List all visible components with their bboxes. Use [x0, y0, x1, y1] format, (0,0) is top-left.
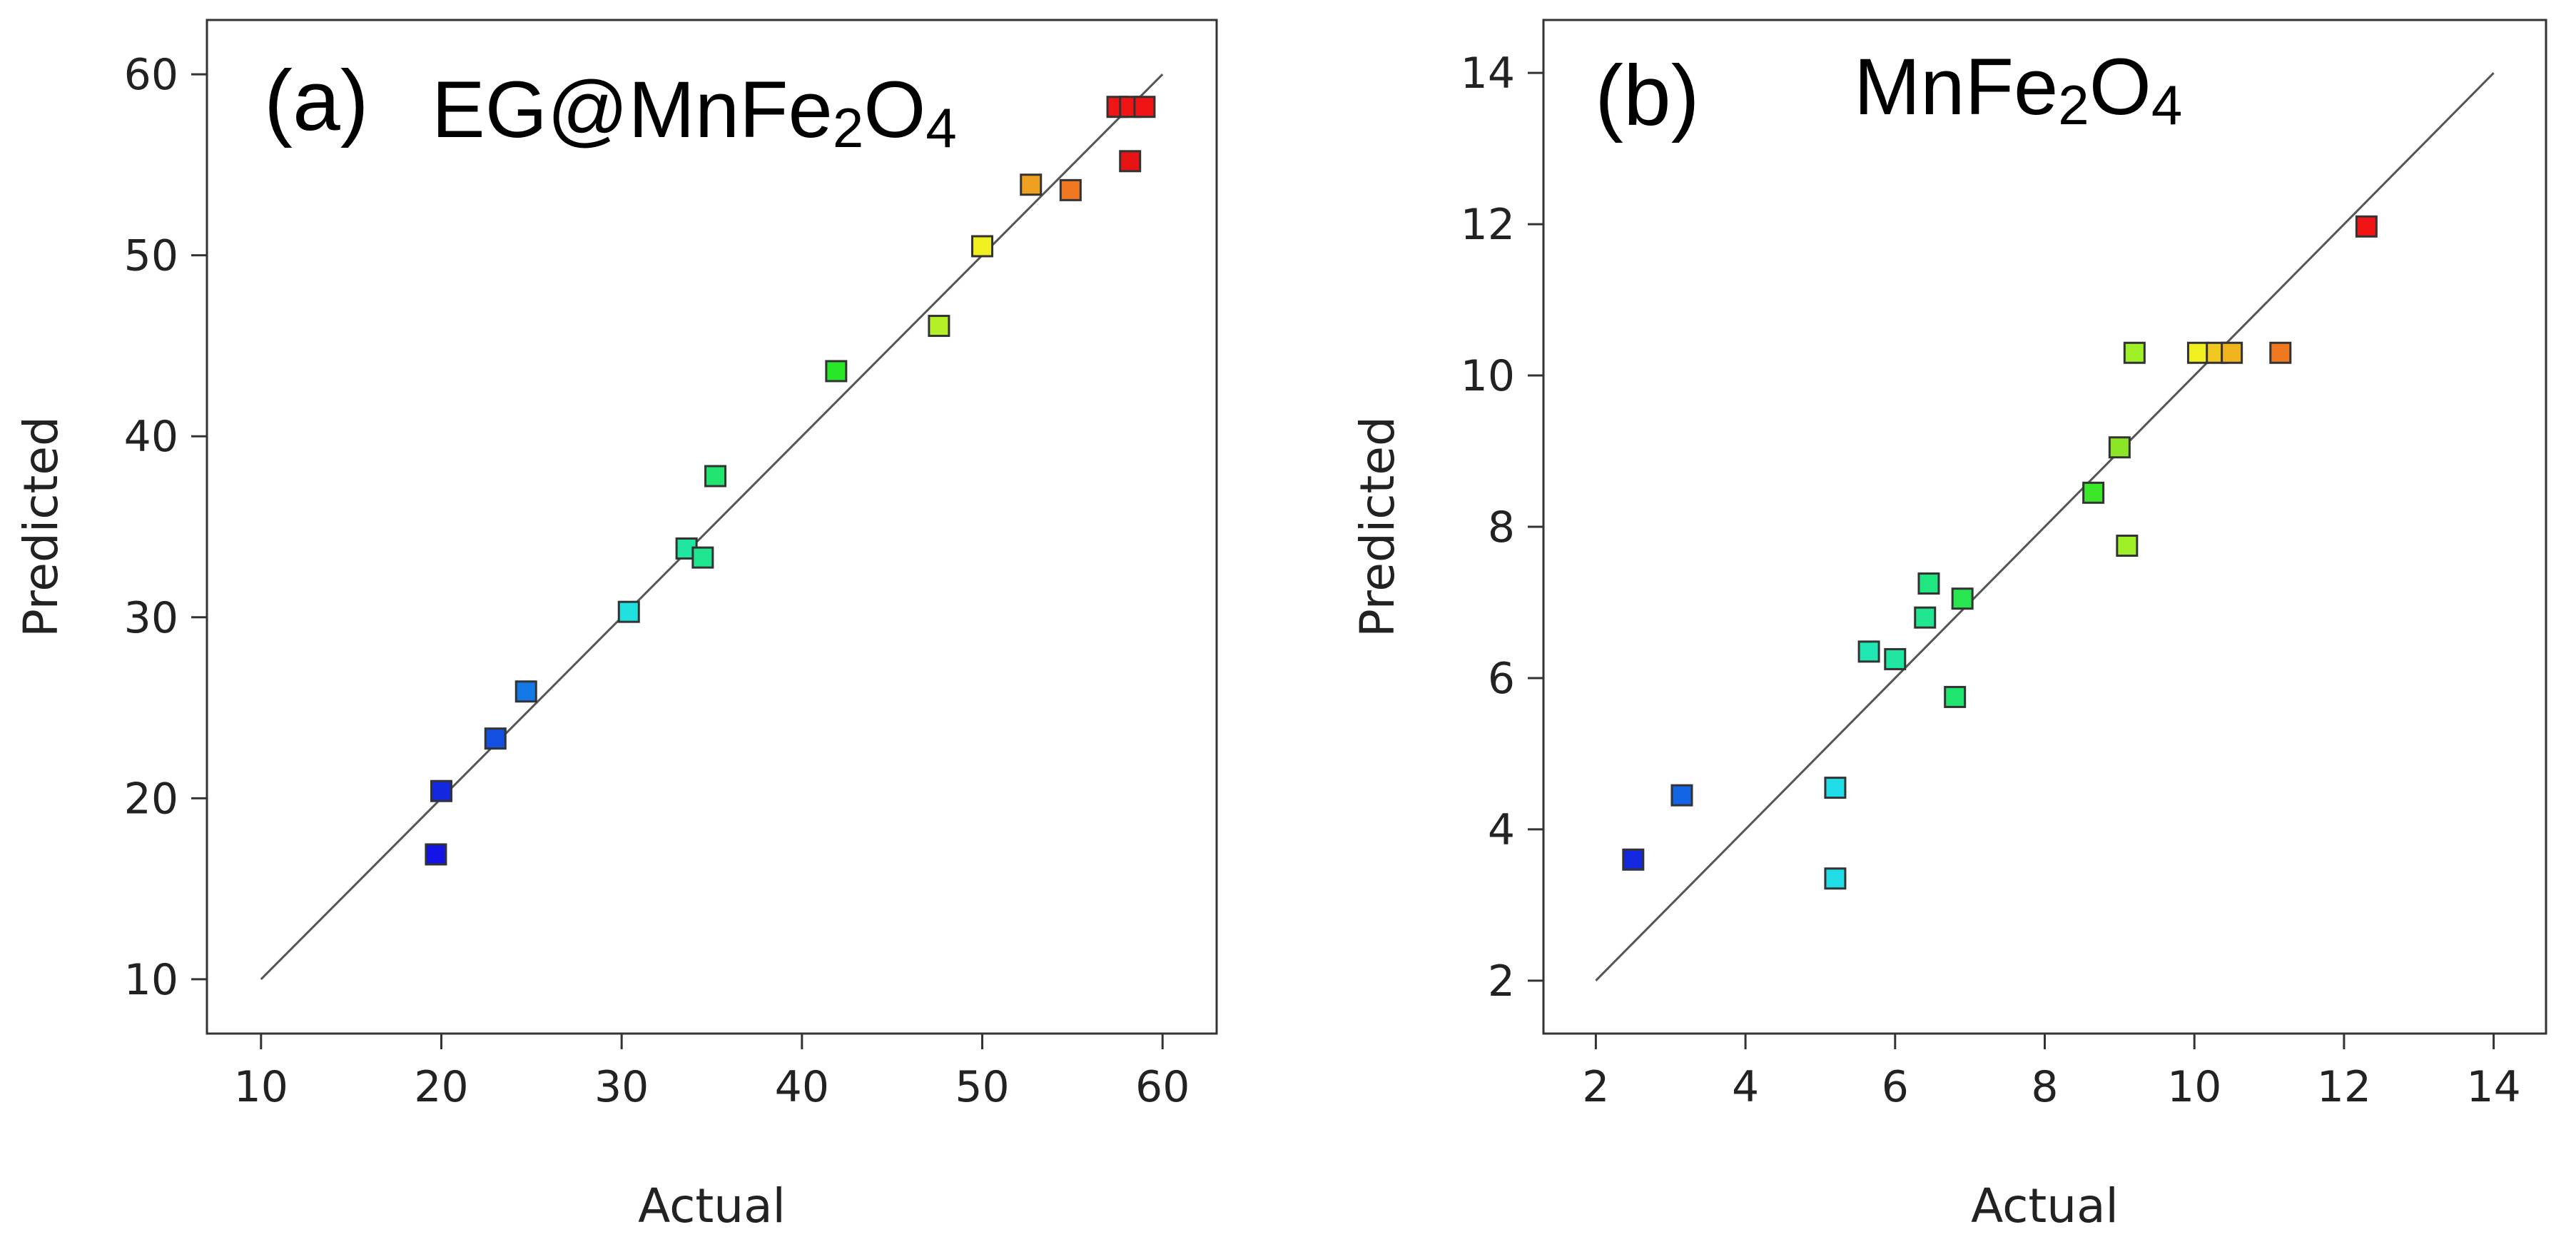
data-point	[2123, 341, 2146, 364]
y-tick-label: 10	[124, 955, 178, 1005]
y-tick-label: 12	[1461, 200, 1515, 250]
data-point	[1622, 848, 1645, 871]
y-axis-title: Predicted	[1350, 416, 1405, 637]
data-point	[1951, 587, 1974, 610]
data-point	[971, 235, 994, 258]
y-tick-label: 30	[124, 593, 178, 643]
data-point	[1944, 685, 1967, 708]
data-point	[2108, 436, 2131, 459]
reference-line	[1595, 72, 2495, 981]
x-tick-label: 50	[955, 1062, 1009, 1112]
data-point	[1059, 178, 1082, 201]
data-point	[704, 465, 727, 488]
data-point	[2269, 341, 2292, 364]
y-tick-label: 10	[1461, 351, 1515, 401]
data-point	[1857, 640, 1880, 663]
y-tick-label: 40	[124, 412, 178, 462]
data-point	[430, 779, 452, 802]
panel-title: EG@MnFe2O4	[432, 65, 957, 159]
x-tick-label: 8	[2031, 1062, 2058, 1112]
x-tick-label: 14	[2466, 1062, 2520, 1112]
y-tick-label: 8	[1488, 503, 1515, 552]
data-point	[1119, 150, 1142, 173]
x-tick-label: 6	[1882, 1062, 1909, 1112]
data-point	[1824, 867, 1847, 890]
x-tick-label: 2	[1582, 1062, 1609, 1112]
y-tick-label: 4	[1488, 805, 1515, 855]
x-tick-label: 10	[234, 1062, 288, 1112]
data-point	[2221, 341, 2243, 364]
data-point	[1133, 96, 1156, 118]
panel-label: (a)	[264, 53, 369, 148]
y-tick-label: 20	[124, 774, 178, 824]
data-point	[617, 600, 640, 623]
y-axis-title: Predicted	[14, 416, 69, 637]
data-point	[1824, 777, 1847, 799]
x-tick-label: 30	[594, 1062, 649, 1112]
x-axis-title: Actual	[638, 1178, 786, 1233]
data-point	[425, 843, 447, 866]
data-point	[1670, 784, 1693, 807]
x-tick-label: 60	[1135, 1062, 1190, 1112]
x-tick-label: 10	[2167, 1062, 2221, 1112]
y-tick-label: 14	[1461, 49, 1515, 99]
data-point	[825, 360, 848, 383]
data-point	[2186, 341, 2209, 364]
x-axis-title: Actual	[1971, 1178, 2119, 1233]
data-point	[928, 315, 950, 338]
data-point	[2082, 481, 2105, 504]
data-point	[2355, 215, 2378, 238]
data-point	[484, 727, 507, 750]
panel-title: MnFe2O4	[1854, 42, 2182, 136]
plot-frame	[206, 19, 1218, 1035]
data-point	[691, 546, 714, 569]
y-tick-label: 6	[1488, 654, 1515, 704]
y-tick-label: 2	[1488, 956, 1515, 1006]
x-tick-label: 20	[414, 1062, 468, 1112]
y-tick-label: 50	[124, 231, 178, 281]
data-point	[1884, 647, 1907, 670]
data-point	[514, 680, 537, 703]
x-tick-label: 4	[1732, 1062, 1759, 1112]
data-point	[2116, 534, 2139, 557]
panel-label: (b)	[1595, 48, 1700, 143]
y-tick-label: 60	[124, 50, 178, 100]
chart-panel-b: 2 4 6 8 10 12 14 2 4 6 8 10 12 14 Actual Predicted (b) Mn…	[1350, 19, 2547, 1233]
reference-line	[260, 74, 1164, 980]
x-tick-label: 12	[2317, 1062, 2371, 1112]
data-point	[1914, 606, 1937, 629]
x-tick-label: 40	[775, 1062, 829, 1112]
data-point	[1020, 173, 1043, 196]
chart-panel-a: 10 20 30 40 50 60 10 20 30 40 50 60 Actual Predicted (…	[14, 19, 1218, 1233]
data-point	[1917, 572, 1940, 595]
